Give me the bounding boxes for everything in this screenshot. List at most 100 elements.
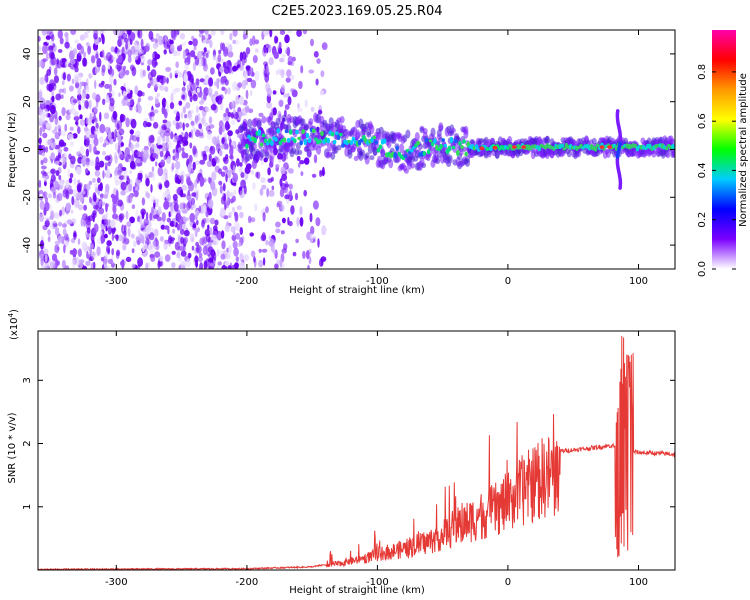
noise-speckle	[42, 191, 46, 199]
noise-speckle	[228, 44, 233, 53]
ridge-halo	[242, 118, 248, 128]
noise-speckle	[208, 191, 212, 201]
noise-speckle	[44, 74, 47, 82]
noise-speckle	[180, 250, 187, 257]
noise-speckle	[209, 227, 213, 236]
noise-speckle	[76, 119, 79, 128]
noise-speckle	[216, 249, 220, 257]
noise-speckle	[111, 248, 115, 256]
ridge-core	[378, 144, 383, 150]
noise-speckle	[128, 138, 132, 148]
noise-speckle	[43, 147, 46, 153]
noise-speckle	[271, 185, 275, 191]
noise-speckle	[195, 160, 201, 165]
noise-speckle	[181, 86, 186, 92]
noise-speckle	[221, 240, 226, 250]
noise-speckle	[233, 108, 236, 115]
noise-speckle	[142, 120, 148, 128]
noise-speckle	[61, 223, 67, 228]
noise-speckle	[274, 263, 279, 269]
noise-speckle	[114, 155, 118, 165]
noise-speckle	[139, 154, 144, 164]
noise-speckle	[84, 100, 89, 109]
noise-speckle	[238, 96, 245, 105]
snr-line	[38, 335, 675, 570]
noise-speckle	[195, 153, 199, 159]
ridge-core	[307, 137, 312, 144]
noise-speckle	[117, 120, 123, 129]
noise-speckle	[239, 261, 245, 269]
noise-speckle	[86, 42, 90, 47]
noise-speckle	[194, 179, 198, 189]
noise-speckle	[107, 225, 113, 235]
noise-speckle	[225, 173, 228, 183]
noise-speckle	[164, 225, 170, 230]
noise-speckle	[208, 154, 212, 162]
noise-speckle	[50, 104, 56, 115]
noise-speckle	[109, 97, 115, 107]
noise-speckle	[145, 224, 151, 235]
noise-speckle	[172, 228, 176, 234]
noise-speckle	[95, 165, 100, 171]
noise-speckle	[192, 145, 197, 155]
ridge-core	[257, 129, 262, 136]
ridge-halo	[665, 149, 671, 159]
noise-speckle	[131, 248, 135, 254]
noise-speckle	[247, 215, 252, 224]
noise-speckle	[203, 93, 207, 101]
noise-speckle	[299, 206, 303, 216]
noise-speckle	[186, 193, 192, 201]
noise-speckle	[294, 192, 299, 201]
noise-speckle	[38, 36, 41, 42]
noise-speckle	[50, 173, 56, 183]
noise-speckle	[185, 173, 191, 178]
noise-speckle	[176, 30, 180, 36]
noise-speckle	[60, 94, 64, 99]
ridge-halo	[360, 149, 365, 156]
noise-speckle	[85, 84, 90, 93]
noise-speckle	[178, 172, 185, 181]
noise-speckle	[215, 142, 221, 152]
noise-speckle	[199, 176, 205, 187]
noise-speckle	[254, 70, 260, 81]
noise-speckle	[272, 107, 277, 116]
noise-speckle	[213, 81, 218, 87]
noise-speckle	[84, 139, 90, 148]
noise-speckle	[133, 42, 138, 51]
ridge-core	[293, 138, 297, 144]
ridge-core	[456, 149, 460, 157]
noise-speckle	[47, 193, 53, 199]
noise-speckle	[92, 92, 97, 100]
noise-speckle	[199, 100, 204, 105]
noise-speckle	[239, 252, 244, 262]
ridge-core	[288, 129, 293, 135]
noise-speckle	[103, 112, 110, 120]
noise-speckle	[237, 59, 242, 68]
noise-speckle	[112, 213, 118, 220]
noise-speckle	[102, 194, 109, 199]
noise-speckle	[178, 100, 183, 106]
noise-speckle	[222, 61, 226, 68]
noise-speckle	[169, 102, 175, 110]
noise-speckle	[258, 112, 264, 117]
noise-speckle	[104, 162, 108, 167]
noise-speckle	[115, 234, 119, 242]
snr-panel: -300 -200 -100 0 100 1 2 3 Height of straight l…	[7, 309, 676, 596]
noise-speckle	[199, 30, 205, 34]
noise-speckle	[130, 233, 135, 239]
noise-speckle	[65, 206, 70, 216]
y-tick-label: 1	[22, 504, 33, 510]
noise-speckle	[187, 90, 192, 97]
noise-speckle	[206, 160, 213, 168]
noise-speckle	[162, 76, 167, 84]
noise-speckle	[235, 256, 239, 262]
noise-speckle	[157, 260, 161, 269]
colorbar-tick-label: 0.4	[697, 162, 708, 178]
noise-speckle	[38, 149, 43, 156]
ridge-core	[462, 139, 466, 144]
noise-speckle	[232, 172, 238, 183]
noise-speckle	[53, 67, 58, 76]
noise-speckle	[236, 205, 242, 211]
noise-speckle	[202, 218, 207, 225]
noise-speckle	[249, 66, 253, 77]
